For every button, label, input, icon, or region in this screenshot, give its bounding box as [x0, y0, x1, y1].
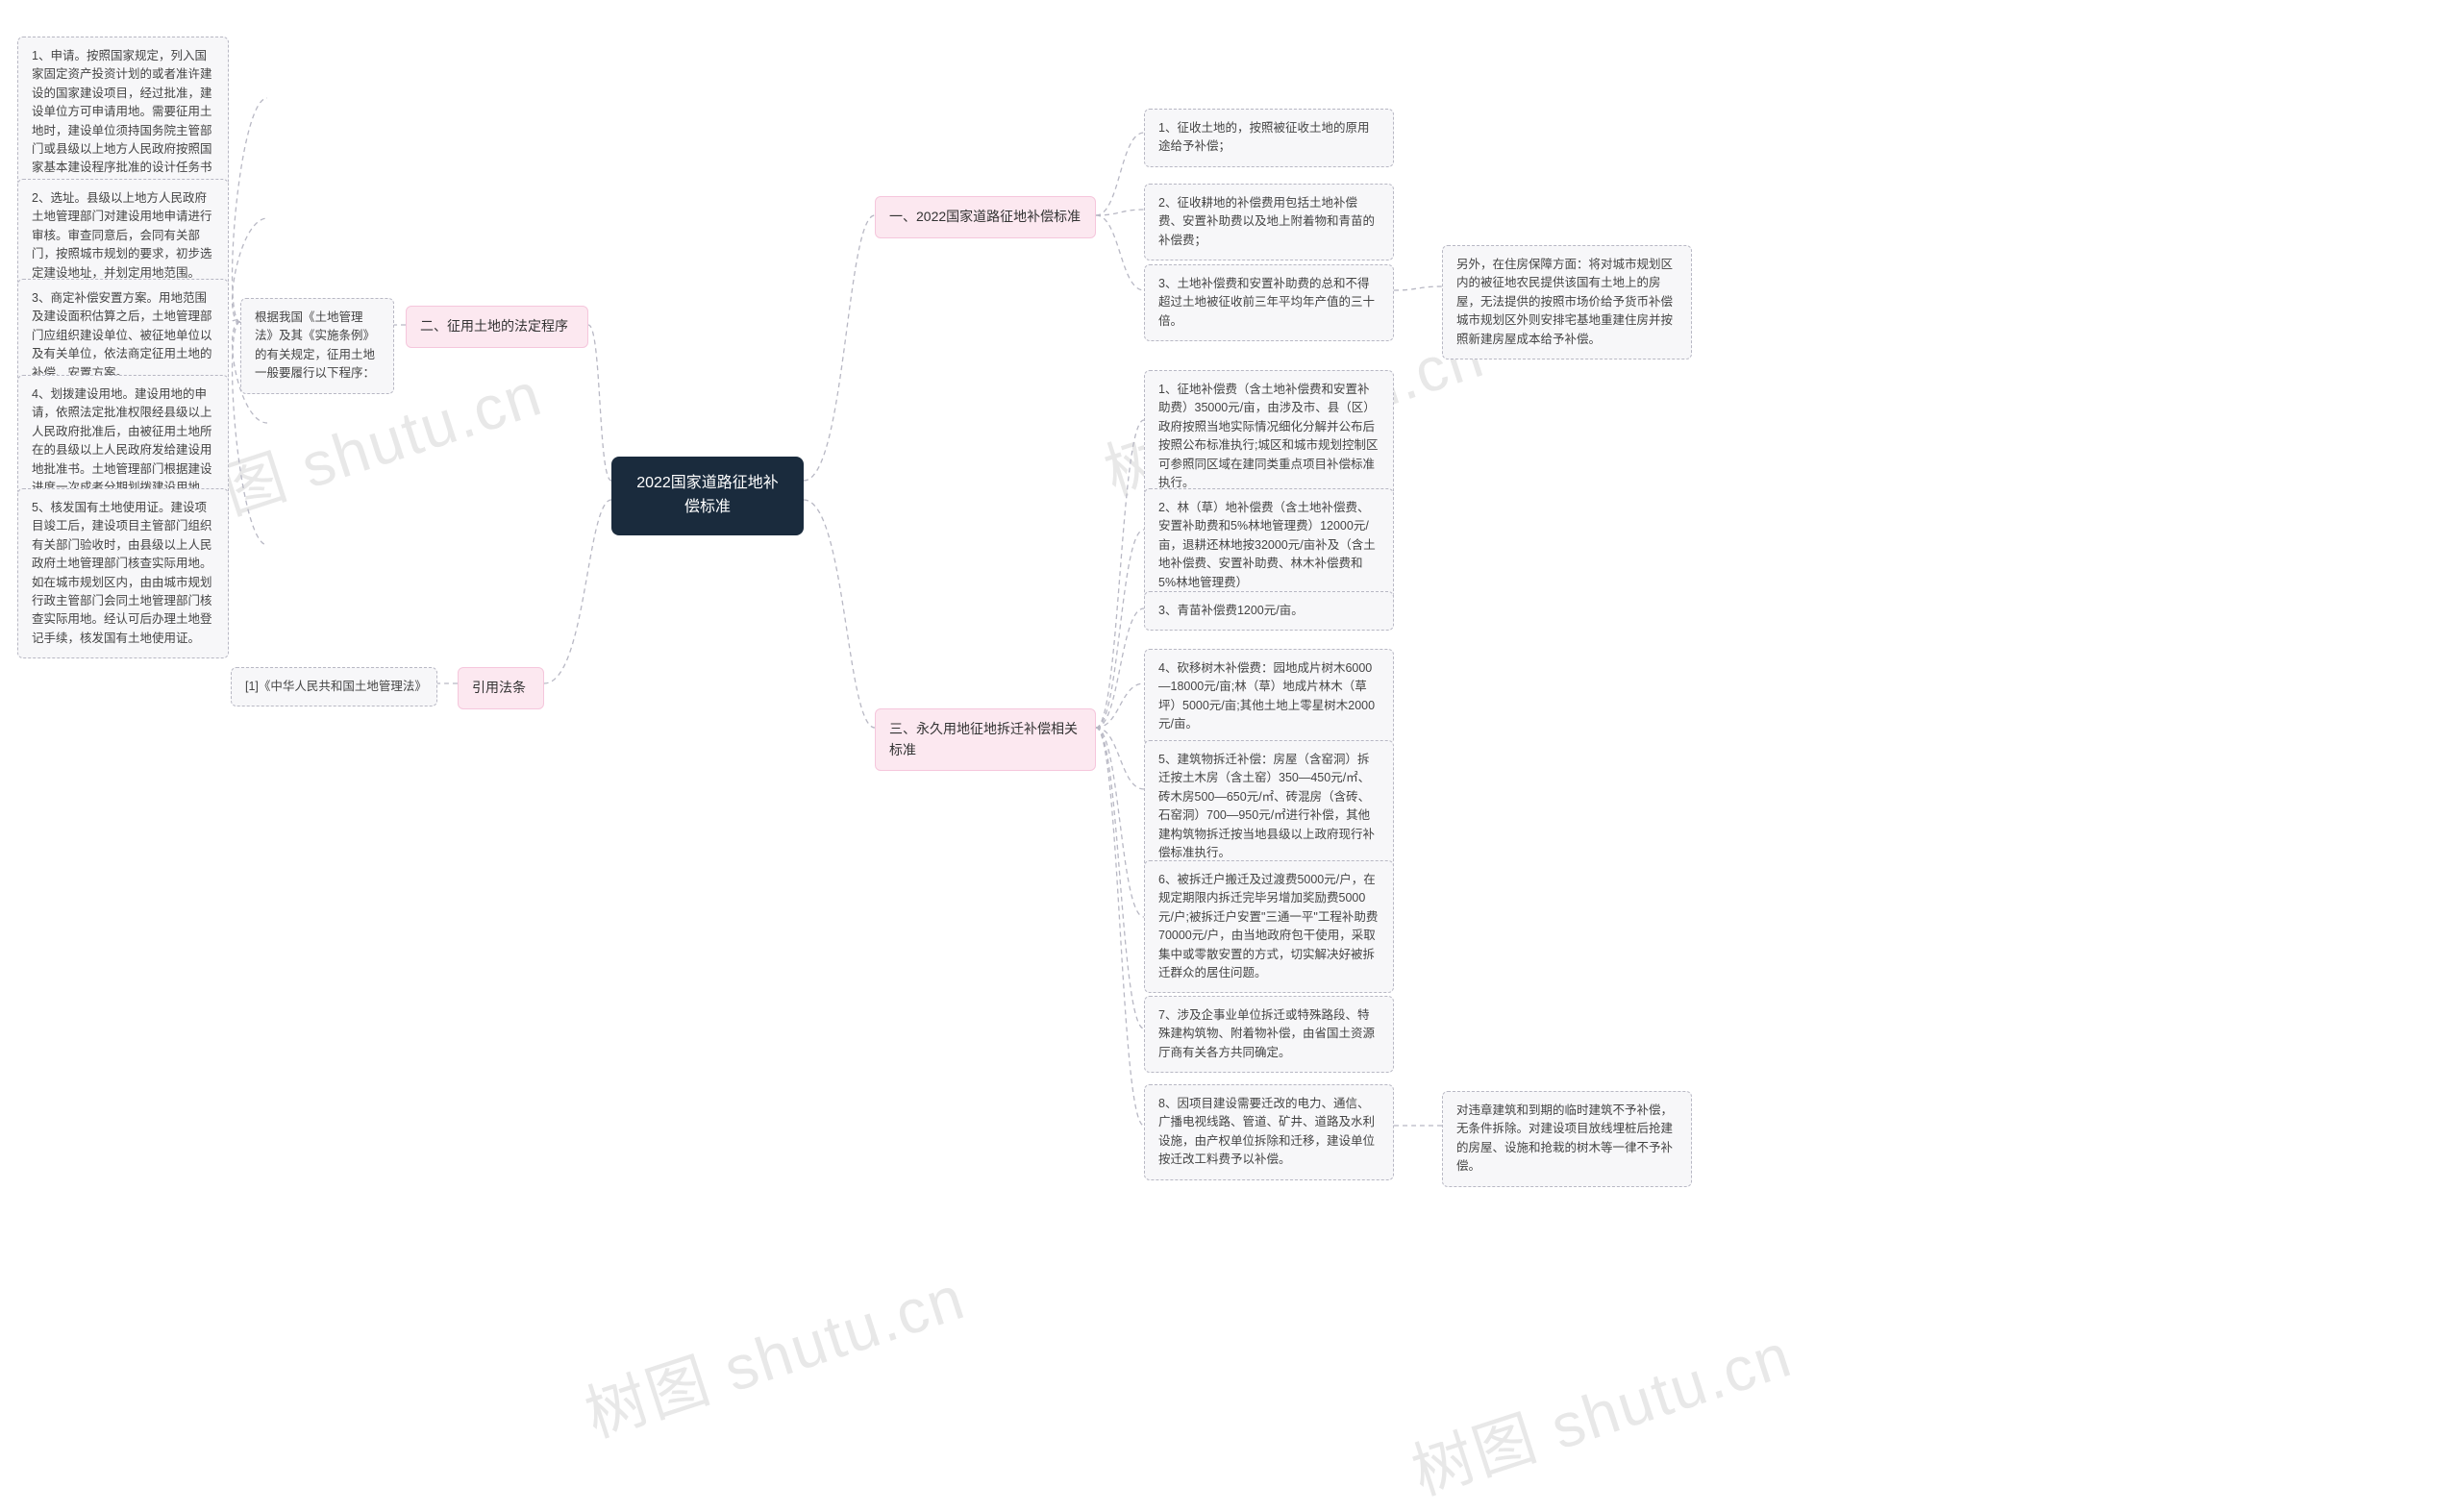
branch-ref[interactable]: 引用法条: [458, 667, 544, 709]
s3-child-2[interactable]: 2、林（草）地补偿费（含土地补偿费、安置补助费和5%林地管理费）12000元/亩…: [1144, 488, 1394, 603]
s3-child-1[interactable]: 1、征地补偿费（含土地补偿费和安置补助费）35000元/亩，由涉及市、县（区）政…: [1144, 370, 1394, 503]
s3-child-6[interactable]: 6、被拆迁户搬迁及过渡费5000元/户，在规定期限内拆迁完毕另增加奖励费5000…: [1144, 860, 1394, 993]
branch-section-2[interactable]: 二、征用土地的法定程序: [406, 306, 588, 348]
s1-child-3[interactable]: 3、土地补偿费和安置补助费的总和不得超过土地被征收前三年平均年产值的三十倍。: [1144, 264, 1394, 341]
watermark: 树图 shutu.cn: [1400, 1306, 1802, 1512]
s3-child-8-leaf[interactable]: 对违章建筑和到期的临时建筑不予补偿，无条件拆除。对建设项目放线埋桩后抢建的房屋、…: [1442, 1091, 1692, 1187]
branch-section-3[interactable]: 三、永久用地征地拆迁补偿相关标准: [875, 708, 1096, 771]
s3-child-8[interactable]: 8、因项目建设需要迁改的电力、通信、广播电视线路、管道、矿井、道路及水利设施，由…: [1144, 1084, 1394, 1180]
s3-child-7[interactable]: 7、涉及企事业单位拆迁或特殊路段、特殊建构筑物、附着物补偿，由省国土资源厅商有关…: [1144, 996, 1394, 1073]
s3-child-5[interactable]: 5、建筑物拆迁补偿：房屋（含窑洞）拆迁按土木房（含土窑）350—450元/㎡、砖…: [1144, 740, 1394, 873]
s2-child-5[interactable]: 5、核发国有土地使用证。建设项目竣工后，建设项目主管部门组织有关部门验收时，由县…: [17, 488, 229, 658]
watermark: 树图 shutu.cn: [573, 1249, 975, 1454]
center-node[interactable]: 2022国家道路征地补偿标准: [611, 457, 804, 535]
mindmap-canvas: 树图 shutu.cn 树图 shutu.cn 树图 shutu.cn 树图 s…: [0, 0, 2461, 1512]
center-node-label: 2022国家道路征地补偿标准: [631, 472, 784, 520]
s2-child-2[interactable]: 2、选址。县级以上地方人民政府土地管理部门对建设用地申请进行审核。审查同意后，会…: [17, 179, 229, 293]
s1-child-3-leaf[interactable]: 另外，在住房保障方面：将对城市规划区内的被征地农民提供该国有土地上的房屋，无法提…: [1442, 245, 1692, 359]
s3-child-3[interactable]: 3、青苗补偿费1200元/亩。: [1144, 591, 1394, 631]
s1-child-1[interactable]: 1、征收土地的，按照被征收土地的原用途给予补偿；: [1144, 109, 1394, 167]
branch-section-1[interactable]: 一、2022国家道路征地补偿标准: [875, 196, 1096, 238]
s2-mid[interactable]: 根据我国《土地管理法》及其《实施条例》的有关规定，征用土地一般要履行以下程序：: [240, 298, 394, 394]
s3-child-4[interactable]: 4、砍移树木补偿费：园地成片树木6000—18000元/亩;林（草）地成片林木（…: [1144, 649, 1394, 745]
s1-child-2[interactable]: 2、征收耕地的补偿费用包括土地补偿费、安置补助费以及地上附着物和青苗的补偿费；: [1144, 184, 1394, 260]
ref-child-1[interactable]: [1]《中华人民共和国土地管理法》: [231, 667, 437, 706]
